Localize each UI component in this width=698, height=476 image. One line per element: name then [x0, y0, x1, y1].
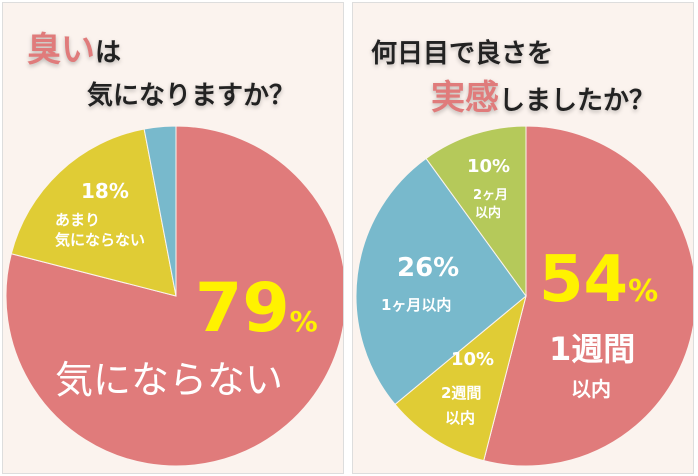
pct: %	[628, 274, 659, 309]
slice-label: 以内	[475, 206, 502, 221]
pie-slice-2	[143, 125, 177, 297]
pie-slice-3	[425, 125, 527, 298]
title-part: しましたか？	[499, 86, 656, 116]
days-chart-panel: 何日目で良さを 実感しましたか？ 10% 2ヶ月 以内 26% 1ヶ月以内 10…	[352, 2, 694, 474]
slice-value: 18%	[81, 179, 129, 203]
pie-slice-0	[483, 125, 693, 467]
slice-value-main: 79%	[195, 275, 318, 343]
slice-label-main: 以内	[571, 377, 611, 401]
slice-label: 以内	[445, 409, 476, 427]
value: 54	[539, 243, 629, 317]
slice-label: 1ヶ月以内	[381, 296, 452, 314]
slice-value: 10%	[467, 156, 511, 177]
pie-slice-1	[10, 128, 177, 297]
title-highlight: 臭い	[27, 30, 95, 70]
chart-title: 何日目で良さを	[371, 39, 554, 69]
pie-slice-1	[394, 294, 527, 462]
slice-label: 気にならない	[55, 231, 146, 249]
slice-value-main: 54%	[539, 248, 658, 312]
days-pie	[355, 125, 693, 467]
slice-label-main: 1週間	[549, 330, 636, 368]
slice-label-main: 気にならない	[55, 358, 284, 402]
pie-slice-2	[355, 157, 527, 406]
chart-title-line2: 気になりますか？	[87, 81, 296, 111]
slice-label: 2週間	[441, 384, 482, 402]
chart-title: 臭いは	[27, 33, 121, 67]
slice-label: あまり	[55, 211, 101, 229]
chart-title-line2: 実感しましたか？	[431, 81, 655, 115]
slice-label: 2ヶ月	[473, 188, 509, 203]
slice-value: 26%	[397, 253, 460, 283]
title-highlight: 実感	[431, 78, 499, 118]
odor-pie	[5, 125, 343, 467]
title-part: は	[95, 38, 122, 68]
odor-chart-panel: 臭いは 気になりますか？ 18% あまり 気にならない 79% 気にならない	[2, 2, 344, 474]
value: 79	[195, 269, 290, 348]
slice-value: 10%	[451, 349, 495, 370]
pct: %	[289, 305, 318, 338]
